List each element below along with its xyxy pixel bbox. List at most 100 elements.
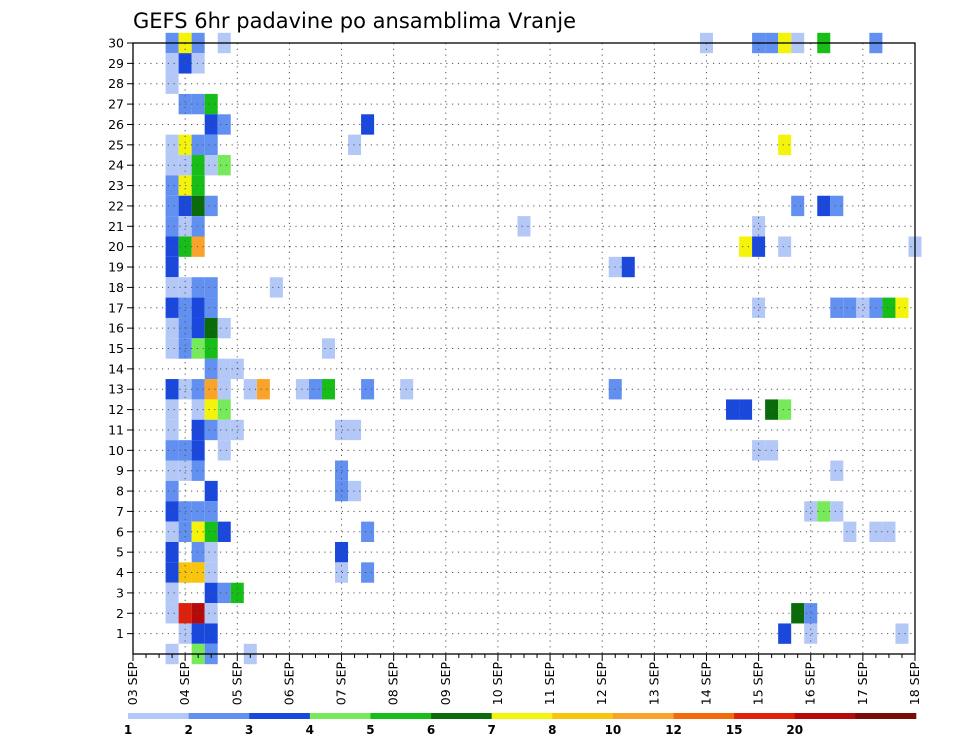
x-tick-label: 04 SEP xyxy=(177,662,192,706)
heatmap-cell xyxy=(204,114,218,135)
heatmap-cell xyxy=(204,195,218,217)
colorbar-swatch xyxy=(188,713,250,719)
chart-title: GEFS 6hr padavine po ansamblima Vranje xyxy=(133,9,576,33)
y-tick-label: 13 xyxy=(108,382,124,397)
heatmap-cell xyxy=(217,317,231,339)
heatmap-cell xyxy=(321,379,336,400)
colorbar-swatch xyxy=(855,713,917,719)
x-tick-label: 09 SEP xyxy=(438,662,453,706)
x-tick-label: 12 SEP xyxy=(594,662,609,706)
heatmap-cell xyxy=(178,379,192,400)
heatmap-cell xyxy=(895,623,909,644)
heatmap-cell xyxy=(269,277,283,298)
heatmap-cell xyxy=(830,195,844,217)
heatmap-cell xyxy=(165,562,179,583)
colorbar-swatch xyxy=(491,713,553,719)
heatmap-cell xyxy=(204,297,218,318)
colorbar-label: 10 xyxy=(605,723,622,737)
heatmap-cell xyxy=(621,256,635,278)
heatmap-cell xyxy=(778,399,792,420)
heatmap-cell xyxy=(204,358,218,380)
colorbar-swatch xyxy=(370,713,432,719)
y-tick-label: 30 xyxy=(108,36,124,51)
heatmap-cell xyxy=(178,134,192,156)
heatmap-cell xyxy=(178,623,192,644)
x-tick-label: 10 SEP xyxy=(490,662,505,706)
heatmap-cell xyxy=(791,603,805,624)
heatmap-cell xyxy=(204,603,218,624)
heatmap-cell xyxy=(165,297,179,318)
heatmap-cell xyxy=(178,501,192,522)
heatmap-cell xyxy=(165,541,179,563)
heatmap-cell xyxy=(165,134,179,156)
heatmap-cell xyxy=(217,358,231,380)
heatmap-cell xyxy=(204,623,218,644)
heatmap-cell xyxy=(165,501,179,522)
heatmap-cell xyxy=(204,399,218,420)
heatmap-cell xyxy=(204,93,218,115)
x-tick-label: 08 SEP xyxy=(386,662,401,706)
y-tick-label: 28 xyxy=(108,76,124,91)
y-tick-label: 29 xyxy=(108,56,124,71)
y-tick-label: 18 xyxy=(108,280,124,295)
y-tick-label: 5 xyxy=(116,545,124,560)
heatmap-cell xyxy=(165,317,179,339)
heatmap-cell xyxy=(165,195,179,217)
heatmap-cell xyxy=(739,236,753,257)
heatmap-cell xyxy=(778,134,792,156)
y-tick-label: 22 xyxy=(108,198,124,213)
heatmap-cell xyxy=(517,216,531,237)
y-tick-label: 2 xyxy=(116,606,124,621)
x-tick-label: 17 SEP xyxy=(855,662,870,706)
heatmap-cell xyxy=(308,379,322,400)
heatmap-cell xyxy=(178,53,192,74)
colorbar-label: 2 xyxy=(184,723,192,737)
heatmap-cell xyxy=(204,419,218,441)
heatmap-cell xyxy=(217,155,231,176)
y-tick-label: 21 xyxy=(108,219,124,234)
heatmap-cell xyxy=(165,155,179,176)
heatmap-cell xyxy=(256,379,270,400)
colorbar-swatch xyxy=(552,713,614,719)
heatmap-cell xyxy=(856,297,870,318)
y-tick-label: 8 xyxy=(116,484,124,499)
heatmap-cell xyxy=(204,134,218,156)
y-tick-label: 10 xyxy=(108,443,124,458)
heatmap-cell xyxy=(335,562,349,583)
heatmap-cell xyxy=(843,521,857,542)
colorbar-label: 7 xyxy=(488,723,496,737)
heatmap-cell xyxy=(191,541,205,563)
heatmap-cell xyxy=(165,521,179,542)
heatmap-cell xyxy=(165,399,179,420)
heatmap-cell xyxy=(804,501,818,522)
heatmap-cell xyxy=(361,379,375,400)
colorbar-label: 8 xyxy=(548,723,556,737)
heatmap-cell xyxy=(335,460,349,481)
x-tick-label: 15 SEP xyxy=(751,662,766,706)
heatmap-cell xyxy=(217,419,231,441)
y-tick-label: 25 xyxy=(108,137,124,152)
heatmap-cell xyxy=(165,480,179,502)
heatmap-cell xyxy=(361,562,375,583)
colorbar-label: 15 xyxy=(726,723,743,737)
heatmap-cell xyxy=(295,379,309,400)
heatmap-cell xyxy=(191,216,205,237)
colorbar-label: 1 xyxy=(124,723,132,737)
heatmap-cell xyxy=(361,521,375,542)
heatmap-cell xyxy=(204,521,218,542)
heatmap-cell xyxy=(217,399,231,420)
heatmap-cell xyxy=(191,155,205,176)
heatmap-cell xyxy=(335,480,349,502)
heatmap-cell xyxy=(191,236,205,257)
heatmap-cell xyxy=(191,419,205,441)
heatmap-cell xyxy=(191,175,205,196)
heatmap-cell xyxy=(191,134,205,156)
heatmap-cell xyxy=(217,521,231,542)
heatmap-cell xyxy=(178,440,192,461)
heatmap-cell xyxy=(165,379,179,400)
heatmap-cell xyxy=(752,216,766,237)
heatmap-cell xyxy=(165,53,179,74)
heatmap-cell xyxy=(191,501,205,522)
y-tick-label: 27 xyxy=(108,97,124,112)
heatmap-cell xyxy=(752,297,766,318)
